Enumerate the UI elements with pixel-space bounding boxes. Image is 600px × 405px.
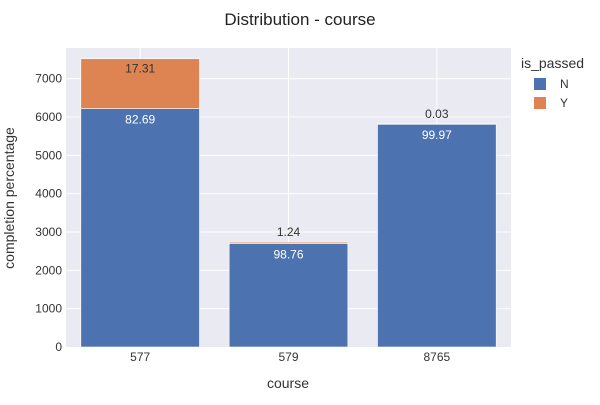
data-label: 1.24 xyxy=(277,225,301,239)
bar-Y-577 xyxy=(80,58,200,109)
x-tick-label: 577 xyxy=(130,350,150,364)
y-tick-label: 6000 xyxy=(35,110,62,124)
x-axis-label: course xyxy=(267,375,309,391)
legend-swatch-Y xyxy=(534,97,546,109)
bar-Y-8765 xyxy=(377,123,497,125)
y-axis-label: completion percentage xyxy=(1,127,17,269)
bars xyxy=(80,58,497,348)
chart-title: Distribution - course xyxy=(224,10,375,29)
x-tick-labels: 577 579 8765 xyxy=(130,350,450,364)
data-label: 98.76 xyxy=(273,248,303,262)
legend-label-N: N xyxy=(560,77,569,91)
x-tick-label: 579 xyxy=(278,350,298,364)
y-tick-label: 3000 xyxy=(35,225,62,239)
bar-N-579 xyxy=(228,243,349,348)
bar-N-577 xyxy=(80,108,200,348)
y-tick-label: 0 xyxy=(55,340,62,354)
legend-title: is_passed xyxy=(521,55,584,71)
y-tick-label: 1000 xyxy=(35,302,62,316)
legend: is_passed NY xyxy=(521,55,584,110)
data-label: 0.03 xyxy=(425,107,449,121)
data-label: 17.31 xyxy=(125,62,155,76)
y-tick-label: 4000 xyxy=(35,187,62,201)
data-labels: 82.69 17.31 98.76 1.24 99.97 0.03 xyxy=(125,62,452,262)
data-label: 82.69 xyxy=(125,113,155,127)
legend-swatch-N xyxy=(534,78,546,90)
data-label: 99.97 xyxy=(422,128,452,142)
y-tick-label: 7000 xyxy=(35,72,62,86)
legend-items: NY xyxy=(534,77,569,110)
bar-Y-579 xyxy=(228,241,349,244)
bar-N-8765 xyxy=(377,123,497,348)
y-tick-labels: 0 1000 2000 3000 4000 5000 6000 7000 xyxy=(35,72,62,354)
x-tick-label: 8765 xyxy=(423,350,450,364)
y-tick-label: 2000 xyxy=(35,263,62,277)
y-tick-label: 5000 xyxy=(35,148,62,162)
legend-label-Y: Y xyxy=(560,96,568,110)
